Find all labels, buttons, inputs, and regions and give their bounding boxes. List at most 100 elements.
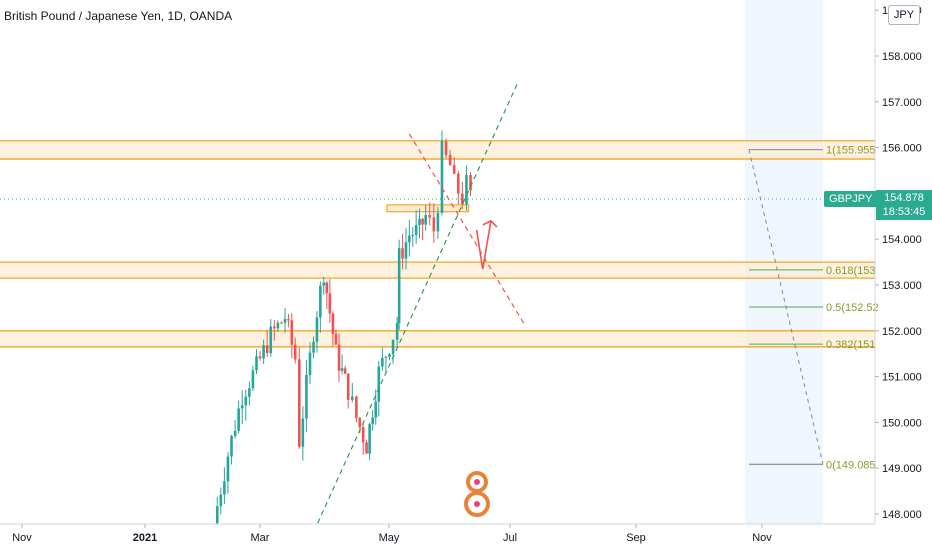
fib-level-label: 0.5(152.52 <box>826 302 879 314</box>
candle-body <box>276 322 280 329</box>
candle-body <box>371 417 374 425</box>
x-tick-label: Sep <box>626 532 646 544</box>
candle-body <box>408 235 411 243</box>
candle-body <box>325 282 329 294</box>
candle-body <box>265 345 269 354</box>
candle-body <box>287 319 290 321</box>
candle-body <box>215 506 219 524</box>
y-tick-label: 153.000 <box>882 280 922 292</box>
candle-body <box>331 313 335 334</box>
candle-body <box>411 235 415 237</box>
downtrend-line <box>408 133 527 327</box>
candle-body <box>414 224 418 236</box>
candle-body <box>448 154 452 166</box>
candle-body <box>452 165 456 174</box>
fib-level-label: 0(149.085 <box>826 459 876 471</box>
candle-body <box>432 217 436 232</box>
candle-body <box>381 357 384 367</box>
candle-body <box>322 282 326 286</box>
candle-body <box>248 388 251 397</box>
candle-body <box>365 442 368 454</box>
candle-body <box>328 293 332 314</box>
candle-body <box>244 396 248 406</box>
y-tick-label: 149.000 <box>882 463 922 475</box>
candle-body <box>230 435 233 457</box>
candle-body <box>308 352 312 376</box>
candle-body <box>397 248 401 324</box>
fib-trend-line <box>748 149 824 465</box>
y-tick-label: 152.000 <box>882 326 922 338</box>
chart-title: British Pound / Japanese Yen, 1D, OANDA <box>4 9 233 23</box>
candle-body <box>377 366 381 402</box>
candle-body <box>226 456 230 482</box>
x-tick-label: Nov <box>752 532 772 544</box>
y-tick-label: 150.000 <box>882 417 922 429</box>
candle-body <box>343 368 347 374</box>
candle-body <box>223 481 226 495</box>
candle-body <box>337 344 341 371</box>
small-zone <box>386 204 470 213</box>
candle-body <box>251 370 255 389</box>
candle-body <box>293 344 297 360</box>
last-price-tag: 154.878 18:53:45 <box>876 190 932 220</box>
candle-body <box>273 326 276 329</box>
candle-body <box>418 218 421 225</box>
candle-body <box>436 212 440 232</box>
fib-level-label: 0.618(153 <box>826 265 876 277</box>
y-tick-label: 156.000 <box>882 143 922 155</box>
zone-fill <box>0 262 875 279</box>
candle-body <box>391 339 395 355</box>
candle-body <box>421 218 424 225</box>
candle-body <box>456 173 460 194</box>
last-price: 154.878 <box>884 192 924 204</box>
x-tick-label: Nov <box>12 532 32 544</box>
y-tick-label: 157.000 <box>882 97 922 109</box>
x-tick-label: May <box>379 532 400 544</box>
currency-button[interactable]: JPY <box>888 5 920 25</box>
y-tick-label: 148.000 <box>882 509 922 521</box>
zone-fill <box>0 330 875 347</box>
candle-body <box>297 359 301 447</box>
candle-body <box>262 345 265 359</box>
zone-fill <box>0 140 875 160</box>
candle-body <box>350 396 354 400</box>
candle-body <box>358 417 362 428</box>
candle-body <box>384 356 388 358</box>
candle-body <box>440 140 444 213</box>
candle-body <box>355 396 358 418</box>
y-tick-label: 158.000 <box>882 51 922 63</box>
candle-body <box>334 333 338 345</box>
candle-body <box>428 215 432 218</box>
candle-body <box>401 248 404 259</box>
candle-body <box>319 285 322 318</box>
y-tick-label: 154.000 <box>882 234 922 246</box>
candle-body <box>240 405 244 409</box>
candle-body <box>233 430 237 436</box>
symbol-tag: GBPJPY <box>824 191 878 207</box>
candle-body <box>280 322 283 324</box>
projection-arrowhead <box>482 219 498 228</box>
candle-body <box>237 408 240 431</box>
bar-countdown: 18:53:45 <box>882 206 926 218</box>
candle-body <box>461 193 464 205</box>
projection-arrow <box>475 220 492 270</box>
candle-body <box>315 317 319 342</box>
candle-body <box>395 323 399 340</box>
candle-body <box>290 320 294 345</box>
candle-body <box>424 215 427 225</box>
candle-body <box>312 341 315 353</box>
x-tick-label: Jul <box>503 532 517 544</box>
candle-body <box>340 368 344 371</box>
candle-body <box>255 356 258 371</box>
x-tick-label: 2021 <box>133 532 157 544</box>
fib-level-label: 0.382(151 <box>826 339 876 351</box>
candle-body <box>301 418 305 447</box>
candle-body <box>444 140 448 155</box>
candle-body <box>305 375 308 419</box>
candle-body <box>258 356 262 359</box>
candle-body <box>346 373 350 400</box>
candle-body <box>374 401 378 418</box>
candle-body <box>388 354 391 357</box>
candle-body <box>361 427 365 443</box>
